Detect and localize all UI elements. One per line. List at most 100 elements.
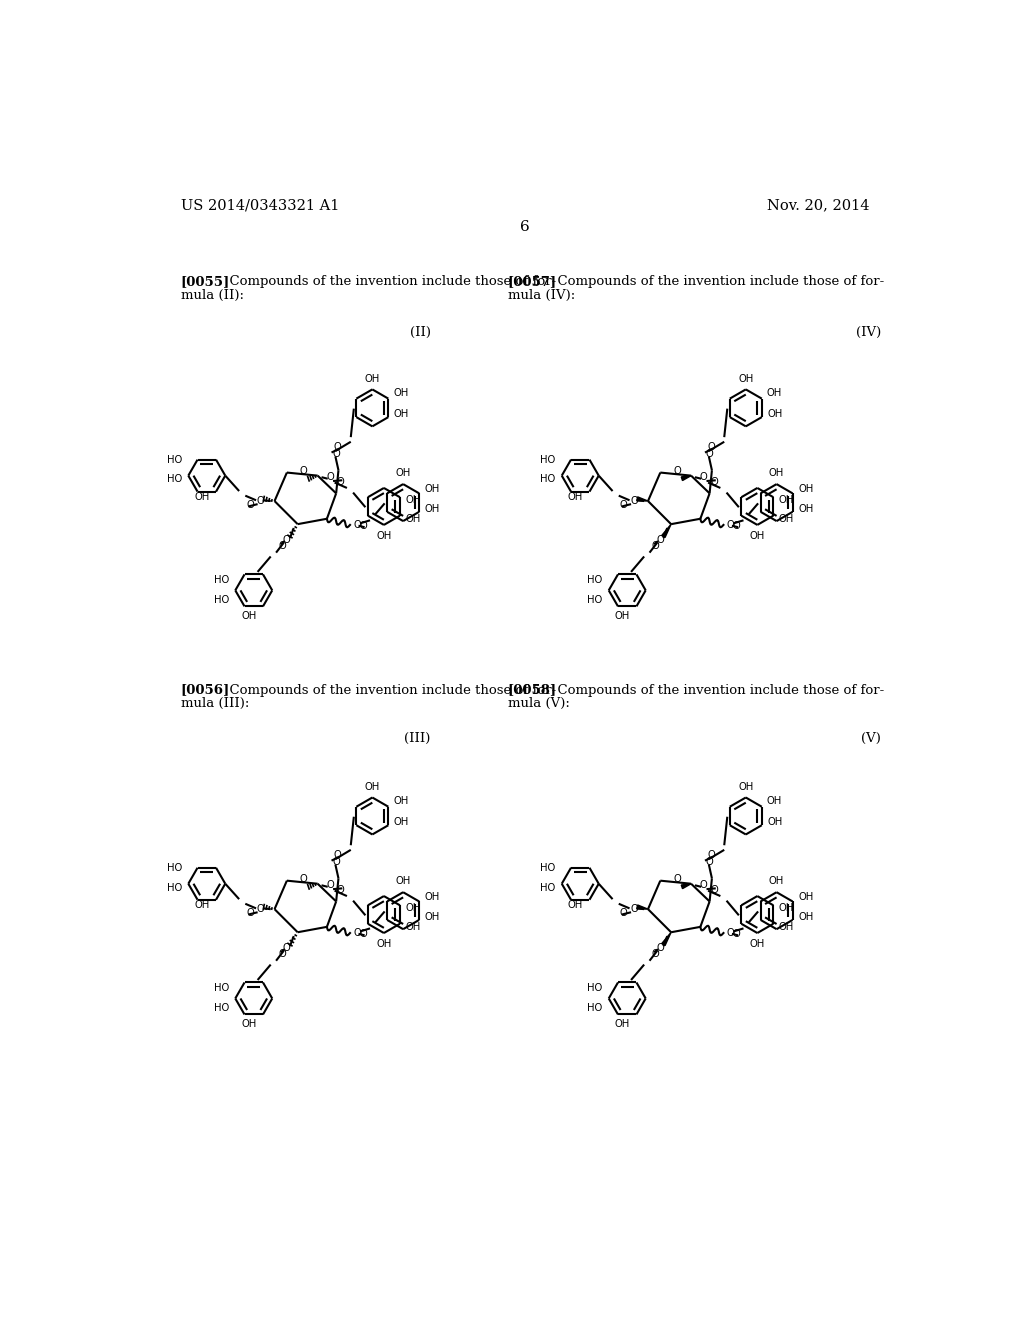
Text: OH: OH (767, 817, 782, 828)
Text: O: O (733, 929, 740, 939)
Text: OH: OH (615, 611, 630, 620)
Text: OH: OH (406, 495, 421, 506)
Text: OH: OH (394, 817, 410, 828)
Text: O: O (279, 541, 286, 550)
Text: O: O (332, 857, 340, 867)
Text: OH: OH (767, 409, 782, 418)
Text: O: O (708, 442, 715, 453)
Text: O: O (699, 880, 708, 890)
Text: O: O (326, 473, 334, 482)
Text: OH: OH (750, 939, 765, 949)
Text: O: O (300, 466, 307, 477)
Text: (IV): (IV) (856, 326, 882, 339)
Text: HO: HO (588, 594, 602, 605)
Text: (V): (V) (861, 733, 882, 744)
Polygon shape (681, 475, 691, 480)
Text: OH: OH (769, 876, 784, 887)
Text: OH: OH (195, 900, 210, 911)
Text: HO: HO (541, 863, 556, 874)
Text: O: O (726, 928, 734, 939)
Text: OH: OH (798, 504, 813, 513)
Text: OH: OH (376, 531, 391, 541)
Text: (III): (III) (404, 733, 431, 744)
Text: mula (III):: mula (III): (180, 697, 249, 710)
Text: OH: OH (750, 531, 765, 541)
Text: O: O (656, 944, 665, 953)
Text: O: O (283, 536, 291, 545)
Text: O: O (620, 500, 628, 510)
Text: OH: OH (394, 409, 410, 418)
Text: OH: OH (798, 912, 813, 921)
Text: HO: HO (588, 982, 602, 993)
Text: OH: OH (365, 374, 380, 384)
Text: OH: OH (779, 513, 795, 524)
Text: OH: OH (769, 469, 784, 478)
Text: O: O (334, 442, 342, 453)
Text: OH: OH (406, 513, 421, 524)
Text: OH: OH (406, 903, 421, 913)
Text: HO: HO (541, 883, 556, 892)
Text: O: O (652, 949, 659, 958)
Text: O: O (706, 449, 714, 459)
Text: O: O (337, 477, 345, 487)
Text: Nov. 20, 2014: Nov. 20, 2014 (767, 198, 869, 213)
Text: HO: HO (541, 474, 556, 484)
Text: OH: OH (738, 374, 754, 384)
Text: [0056]: [0056] (180, 684, 229, 697)
Text: OH: OH (242, 1019, 257, 1028)
Text: OH: OH (242, 611, 257, 620)
Text: OH: OH (798, 892, 813, 902)
Text: [0058]: [0058] (508, 684, 557, 697)
Text: [0057]: [0057] (508, 276, 557, 289)
Text: Compounds of the invention include those of for-: Compounds of the invention include those… (549, 684, 884, 697)
Text: OH: OH (767, 796, 782, 807)
Text: OH: OH (195, 492, 210, 502)
Text: HO: HO (214, 594, 229, 605)
Text: O: O (674, 466, 681, 477)
Text: OH: OH (568, 492, 584, 502)
Text: OH: OH (798, 483, 813, 494)
Text: O: O (283, 944, 291, 953)
Text: O: O (711, 477, 718, 487)
Polygon shape (662, 524, 671, 537)
Polygon shape (681, 884, 691, 888)
Text: OH: OH (568, 900, 584, 911)
Text: (II): (II) (410, 326, 431, 339)
Text: mula (V):: mula (V): (508, 697, 569, 710)
Text: O: O (359, 520, 367, 531)
Text: O: O (706, 857, 714, 867)
Text: O: O (353, 520, 360, 529)
Text: OH: OH (425, 912, 440, 921)
Text: HO: HO (167, 474, 182, 484)
Text: HO: HO (214, 1003, 229, 1012)
Polygon shape (637, 906, 648, 909)
Text: O: O (334, 850, 342, 861)
Text: OH: OH (615, 1019, 630, 1028)
Text: O: O (359, 929, 367, 939)
Text: mula (II):: mula (II): (180, 289, 244, 302)
Text: Compounds of the invention include those of for-: Compounds of the invention include those… (549, 276, 884, 289)
Text: OH: OH (406, 921, 421, 932)
Text: Compounds of the invention include those of for-: Compounds of the invention include those… (221, 276, 557, 289)
Text: OH: OH (425, 504, 440, 513)
Text: OH: OH (376, 939, 391, 949)
Text: O: O (246, 500, 254, 510)
Text: O: O (656, 536, 665, 545)
Text: OH: OH (738, 781, 754, 792)
Text: [0055]: [0055] (180, 276, 229, 289)
Text: O: O (300, 874, 307, 884)
Text: OH: OH (425, 892, 440, 902)
Text: O: O (733, 520, 740, 531)
Text: OH: OH (779, 903, 795, 913)
Text: O: O (246, 908, 254, 917)
Text: OH: OH (393, 796, 409, 807)
Text: O: O (332, 449, 340, 459)
Text: HO: HO (588, 1003, 602, 1012)
Text: O: O (257, 496, 264, 506)
Text: US 2014/0343321 A1: US 2014/0343321 A1 (180, 198, 339, 213)
Text: HO: HO (167, 883, 182, 892)
Text: O: O (353, 928, 360, 939)
Text: OH: OH (779, 495, 795, 506)
Text: OH: OH (395, 876, 411, 887)
Text: HO: HO (541, 455, 556, 465)
